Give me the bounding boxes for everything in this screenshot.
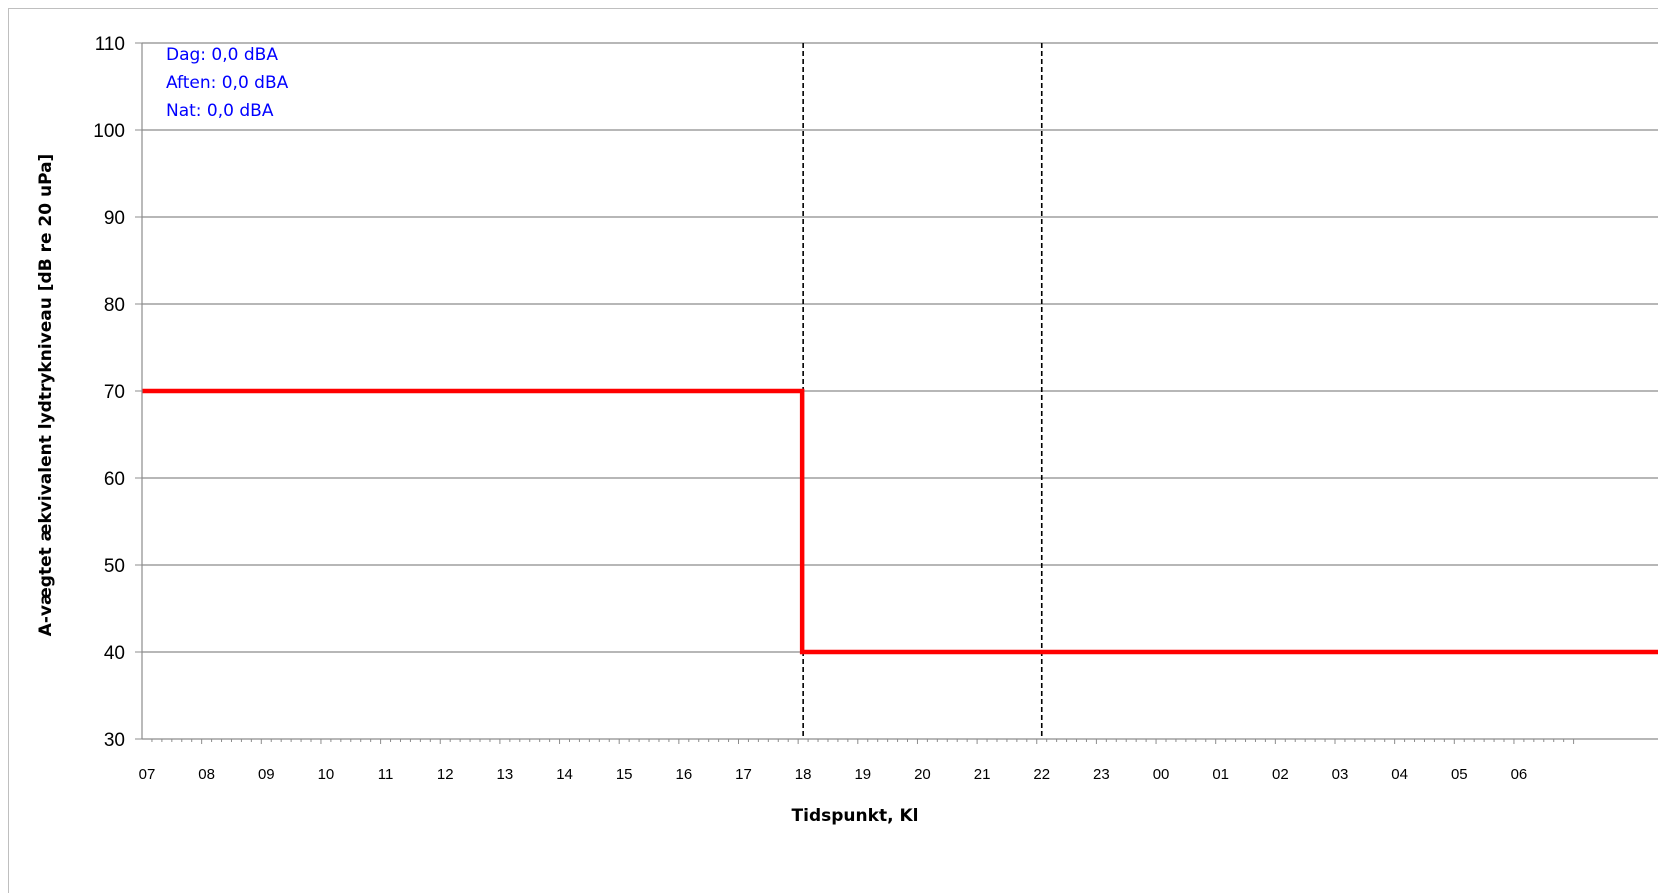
y-tick-label-70: 70	[104, 382, 125, 403]
y-tick-label-30: 30	[104, 730, 125, 751]
x-tick-label-22: 22	[1033, 766, 1050, 783]
x-tick-label-11: 11	[378, 766, 394, 783]
y-tick-label-110: 110	[95, 34, 125, 55]
x-tick-label-07: 07	[139, 766, 156, 783]
x-tick-label-18: 18	[795, 766, 812, 783]
x-tick-label-01: 01	[1212, 766, 1229, 783]
y-tick-label-80: 80	[104, 295, 125, 316]
y-tick-label-50: 50	[104, 556, 125, 577]
x-tick-label-08: 08	[198, 766, 215, 783]
annotation-dag: Dag: 0,0 dBA	[166, 45, 278, 65]
x-tick-label-02: 02	[1272, 766, 1289, 783]
x-tick-label-03: 03	[1332, 766, 1349, 783]
x-tick-label-12: 12	[437, 766, 454, 783]
annotation-nat: Nat: 0,0 dBA	[166, 101, 274, 121]
y-tick-labels: 30 40 50 60 70 80 90 100 110	[93, 34, 125, 751]
x-axis-title: Tidspunkt, Kl	[792, 806, 919, 826]
chart-frame	[8, 8, 1658, 893]
x-tick-label-13: 13	[497, 766, 514, 783]
x-tick-label-10: 10	[318, 766, 335, 783]
x-tick-label-17: 17	[735, 766, 752, 783]
x-tick-labels: 07 08 09 10 11 12 13 14 15 16 17 18 19 20 21 22 23 00 01 02…	[139, 766, 1528, 783]
axes	[135, 42, 1658, 744]
x-tick-label-20: 20	[914, 766, 931, 783]
gridlines	[142, 42, 1658, 653]
y-tick-label-40: 40	[104, 643, 125, 664]
x-tick-label-15: 15	[616, 766, 633, 783]
x-tick-label-14: 14	[556, 766, 573, 783]
series-line-0	[142, 388, 1658, 655]
annotation-aften: Aften: 0,0 dBA	[166, 73, 289, 93]
x-tick-label-09: 09	[258, 766, 275, 783]
series-lines	[142, 388, 1658, 655]
x-tick-label-23: 23	[1093, 766, 1110, 783]
x-tick-label-05: 05	[1451, 766, 1468, 783]
x-tick-label-00: 00	[1153, 766, 1170, 783]
y-tick-label-100: 100	[93, 121, 125, 142]
y-tick-label-60: 60	[104, 469, 125, 490]
x-tick-label-19: 19	[854, 766, 871, 783]
x-tick-label-06: 06	[1511, 766, 1528, 783]
period-level-annotations: Dag: 0,0 dBA Aften: 0,0 dBA Nat: 0,0 dBA	[166, 45, 289, 121]
x-tick-label-16: 16	[676, 766, 693, 783]
x-tick-label-21: 21	[974, 766, 991, 783]
y-tick-label-90: 90	[104, 208, 125, 229]
y-axis-title: A-vægtet ækvivalent lydtrykniveau [dB re…	[36, 154, 56, 637]
x-tick-label-04: 04	[1391, 766, 1408, 783]
